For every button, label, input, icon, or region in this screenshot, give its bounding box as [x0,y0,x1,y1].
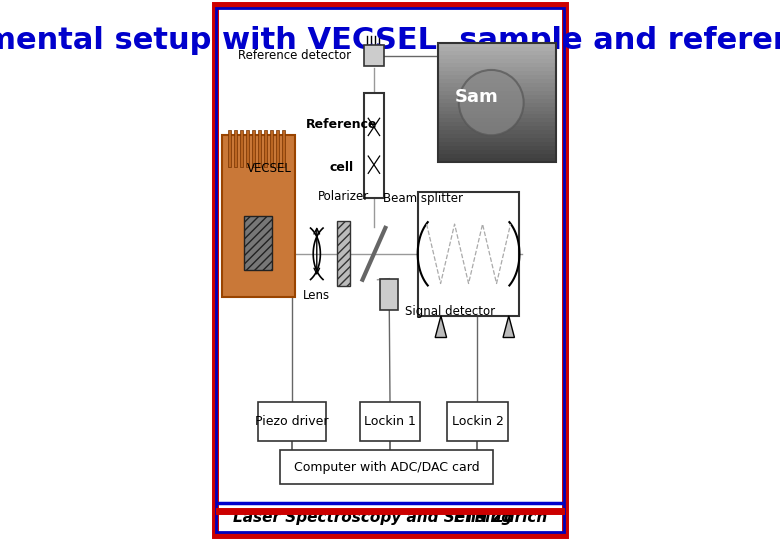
Bar [246,130,249,167]
Bar [282,130,285,167]
Bar [438,51,556,55]
Bar [233,130,237,167]
Text: ETH Zurich: ETH Zurich [454,510,547,525]
Text: Experimental setup with VECSEL, sample and reference cell: Experimental setup with VECSEL, sample a… [0,26,780,55]
Bar [438,126,556,130]
Bar [438,158,556,162]
Text: Piezo driver: Piezo driver [255,415,328,428]
Bar [438,142,556,146]
Bar [239,130,243,167]
Bar [438,75,556,79]
Bar [438,106,556,111]
Bar [222,135,296,297]
Bar [438,114,556,118]
Bar [438,146,556,150]
Bar [276,130,279,167]
Bar [438,43,556,162]
Text: Lockin 2: Lockin 2 [452,415,503,428]
Bar [438,79,556,83]
Bar [258,130,261,167]
Ellipse shape [459,70,523,136]
Bar [228,130,231,167]
Bar [438,111,556,114]
Text: cell: cell [330,161,354,174]
Polygon shape [435,316,447,338]
Text: Lens: Lens [303,289,331,302]
Bar [438,99,556,103]
Bar [438,59,556,63]
Bar [270,130,273,167]
Bar [364,45,384,66]
Bar [438,91,556,94]
Text: Lockin 1: Lockin 1 [364,415,416,428]
Bar [381,279,399,310]
Bar [438,47,556,51]
Text: Beam splitter: Beam splitter [383,192,463,205]
Text: Signal detector: Signal detector [406,305,495,318]
Bar [252,130,255,167]
Bar [438,134,556,138]
Bar [438,67,556,71]
Bar [438,103,556,106]
Bar [438,154,556,158]
Bar [438,43,556,47]
Text: VECSEL: VECSEL [247,162,292,175]
Bar [438,150,556,154]
Text: Computer with ADC/DAC card: Computer with ADC/DAC card [293,461,479,474]
Bar [264,130,267,167]
Bar [447,402,508,441]
Bar [243,216,272,270]
Bar [438,123,556,126]
Bar [337,221,350,286]
Bar [417,192,519,316]
Bar [438,130,556,134]
Bar [360,402,420,441]
Bar [438,71,556,75]
Text: Laser Spectroscopy and Sensing: Laser Spectroscopy and Sensing [233,510,512,525]
Bar [438,83,556,87]
Bar [258,402,326,441]
Text: Sam: Sam [454,87,498,106]
Bar [438,94,556,99]
Bar [280,450,493,484]
Bar [438,118,556,123]
Bar [438,138,556,142]
Text: Polarizer: Polarizer [318,190,369,202]
Bar [438,55,556,59]
Bar [364,93,384,199]
Text: Reference: Reference [306,118,378,131]
Text: Reference detector: Reference detector [238,49,351,62]
Polygon shape [503,316,515,338]
Bar [438,87,556,91]
Bar [438,63,556,67]
